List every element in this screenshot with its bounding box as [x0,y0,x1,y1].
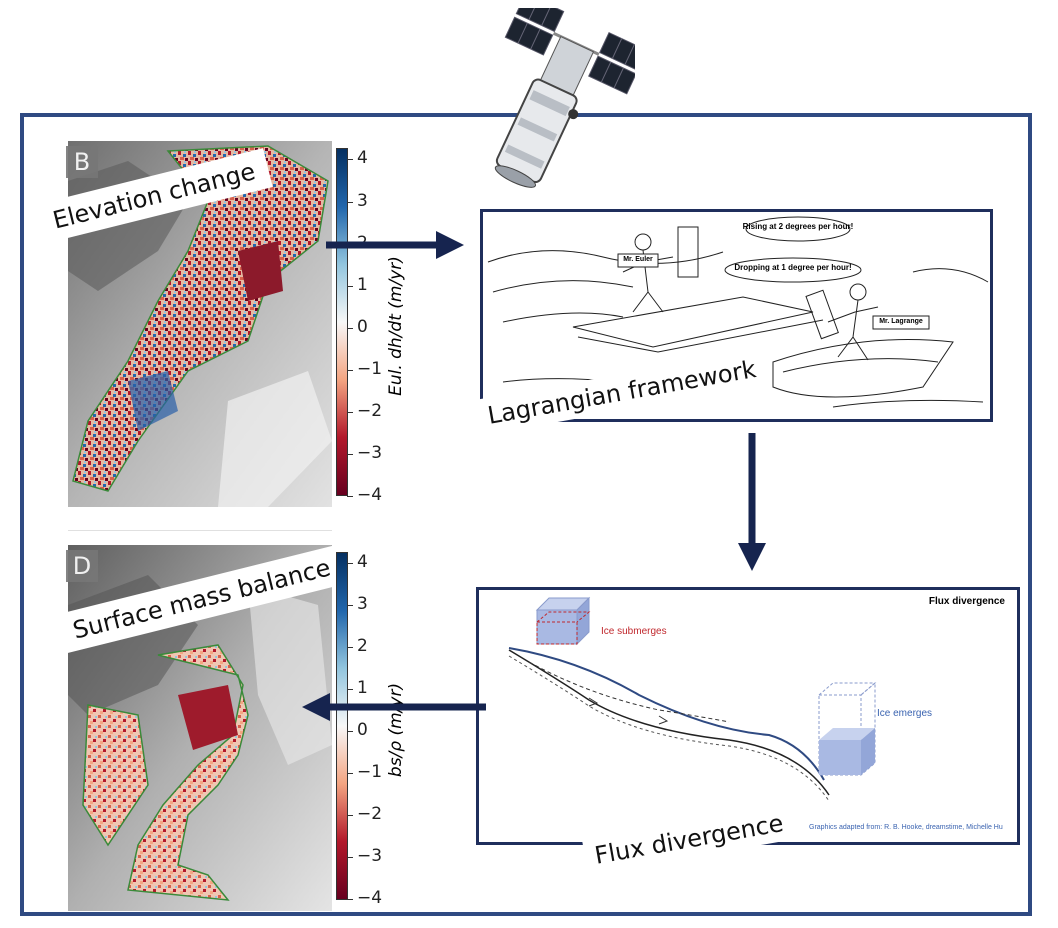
colorbar-tick: 4 [347,552,368,572]
smb-colorbar [336,552,348,900]
colorbar-tick: −2 [346,804,383,824]
colorbar-tick: −3 [346,443,383,463]
colorbar-tick: 4 [347,148,368,168]
colorbar-tick: 3 [347,191,368,211]
colorbar-tick: −4 [346,485,383,505]
colorbar-tick: −4 [346,888,383,908]
panel-letter-d: D [66,550,98,582]
colorbar-tick: 1 [347,678,368,698]
colorbar-tick: 2 [347,636,368,656]
ice-submerges-label: Ice submerges [601,626,667,637]
ice-emerges-label: Ice emerges [877,708,933,719]
panel-letter-b: B [66,146,98,178]
colorbar-tick: 3 [347,594,368,614]
colorbar-tick: 0 [347,317,368,337]
lagrangian-sketch [487,216,989,408]
colorbar-tick: 1 [347,275,368,295]
bubble-rising: Rising at 2 degrees per hour! [742,222,854,231]
sign-euler: Mr. Euler [623,256,653,263]
colorbar-tick: −3 [346,846,383,866]
flux-divergence-panel: Flux divergence Ice submerges Ice emerge… [476,587,1020,845]
satellite-icon [494,8,635,188]
sign-lagrange: Mr. Lagrange [879,318,923,325]
colorbar-tick: −1 [346,359,383,379]
flux-diagram [508,596,877,802]
colorbar-tick: 0 [347,720,368,740]
colorbar-tick: −2 [346,401,383,421]
colorbar-tick: −1 [346,762,383,782]
elevation-colorbar [336,148,348,496]
map-divider [68,530,332,531]
flux-panel-title: Flux divergence [928,596,1005,607]
graphics-credit: Graphics adapted from: R. B. Hooke, drea… [809,824,1003,831]
bubble-dropping: Dropping at 1 degree per hour! [734,263,852,272]
